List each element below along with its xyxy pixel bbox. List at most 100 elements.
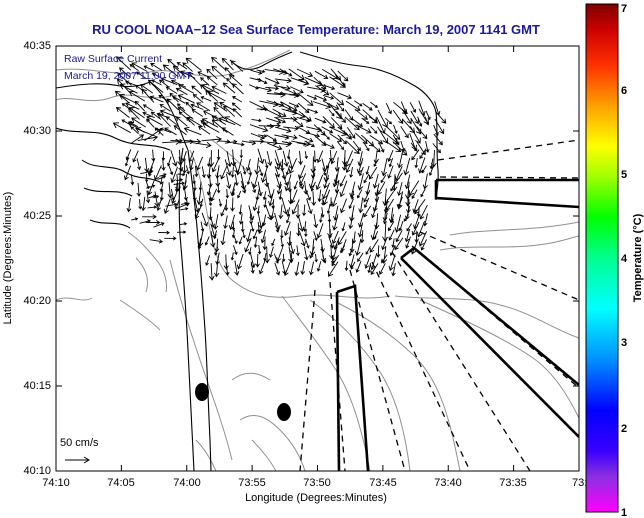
current-vector	[331, 244, 338, 261]
current-vector	[207, 157, 211, 167]
current-vector	[362, 102, 373, 111]
current-vector	[419, 148, 427, 160]
current-vector	[256, 86, 273, 93]
current-vector	[266, 117, 282, 125]
current-vector	[200, 77, 210, 86]
current-vector	[369, 239, 379, 253]
current-vector	[280, 101, 298, 112]
current-vector	[401, 108, 412, 125]
current-vector	[231, 221, 236, 231]
current-vector	[364, 254, 371, 269]
current-vector	[357, 173, 364, 191]
current-vector	[314, 117, 327, 124]
current-vector	[274, 126, 292, 134]
current-vector	[339, 198, 348, 214]
current-vector	[145, 220, 161, 225]
current-vector	[118, 67, 131, 78]
current-vector	[373, 231, 379, 240]
current-vector	[150, 63, 163, 71]
current-vector	[207, 90, 226, 102]
current-vector	[346, 140, 360, 155]
current-vector	[232, 142, 245, 147]
current-vector	[192, 141, 212, 149]
y-tick-label: 40:30	[23, 125, 51, 137]
current-vector	[262, 236, 268, 251]
current-vector	[385, 117, 393, 125]
current-vector	[297, 175, 305, 190]
figure-title: RU COOL NOAA−12 Sea Surface Temperature:…	[92, 22, 540, 37]
current-vector	[196, 102, 211, 112]
current-vector	[230, 197, 235, 212]
current-vector	[341, 222, 346, 232]
current-vector	[176, 62, 188, 70]
current-vector	[420, 239, 428, 251]
current-vector	[231, 229, 236, 239]
current-vector	[244, 237, 252, 253]
current-vector	[261, 214, 267, 227]
current-vector	[232, 96, 243, 103]
current-vector	[291, 199, 300, 215]
y-tick-label: 40:20	[23, 295, 51, 307]
current-vector	[314, 70, 329, 80]
current-vector	[368, 116, 378, 122]
plot-background	[56, 46, 579, 471]
current-vector	[392, 134, 400, 146]
current-vector	[311, 191, 317, 207]
current-vector	[250, 132, 265, 140]
current-vector	[228, 74, 243, 87]
current-vector	[313, 214, 319, 229]
bathymetry-contours	[56, 49, 579, 471]
x-tick-label: 74:05	[107, 477, 135, 489]
current-vector	[175, 116, 188, 127]
current-vector	[220, 165, 228, 180]
current-vector	[406, 223, 412, 232]
current-vector	[211, 56, 226, 71]
current-vector	[179, 222, 188, 226]
current-vector	[429, 158, 434, 170]
current-vector	[136, 158, 142, 171]
current-vector	[317, 189, 322, 203]
colorbar-tick-label: 3	[621, 337, 627, 349]
current-vector	[433, 124, 439, 136]
current-vector	[396, 150, 404, 169]
current-vector	[237, 190, 242, 199]
current-vector	[135, 126, 154, 136]
current-vector	[178, 202, 190, 209]
current-vector	[300, 260, 306, 276]
current-vector	[211, 158, 220, 173]
current-vector	[142, 214, 157, 220]
current-vector	[350, 261, 356, 270]
current-vector	[193, 197, 200, 213]
current-vector	[397, 182, 403, 197]
current-vector	[158, 79, 170, 88]
current-vector	[376, 245, 381, 258]
current-vector	[230, 60, 244, 72]
current-vector	[391, 238, 395, 248]
current-vector	[264, 108, 282, 118]
current-vector	[288, 102, 300, 108]
current-vector	[213, 230, 218, 240]
current-vector	[264, 172, 270, 188]
current-vector	[323, 132, 330, 140]
x-axis-tick-labels: 74:10 74:05 74:00 73:55 73:50 73:45 73:4…	[42, 477, 593, 489]
surface-current-vectors	[112, 56, 447, 281]
current-vector	[183, 126, 202, 136]
current-vector	[355, 124, 372, 134]
current-vector	[312, 101, 332, 110]
current-vector	[280, 116, 298, 122]
current-vector	[394, 214, 402, 233]
current-vector	[348, 246, 354, 257]
x-axis-label: Longitude (Degrees:Minutes)	[245, 492, 387, 504]
current-vector	[296, 68, 314, 78]
current-vector	[321, 126, 334, 134]
current-vector	[250, 222, 255, 232]
current-vector	[274, 173, 282, 190]
current-vector	[435, 111, 447, 124]
current-vector	[428, 166, 434, 176]
current-vector	[196, 188, 203, 206]
current-vector	[344, 109, 354, 121]
current-vector	[118, 93, 137, 104]
current-vector	[365, 246, 371, 255]
current-vector	[173, 125, 187, 136]
current-vector	[266, 182, 273, 199]
